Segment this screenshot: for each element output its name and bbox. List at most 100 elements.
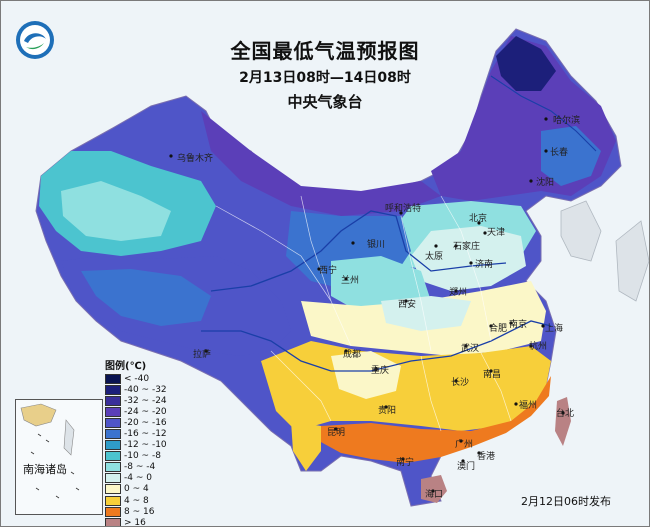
zone-taiwan <box>555 397 571 446</box>
city-label-hohhot: 呼和浩特 <box>385 204 422 214</box>
zone-south-orange <box>319 376 551 463</box>
legend-item: -20 ~ -16 <box>105 417 185 428</box>
legend-label: 8 ~ 16 <box>124 506 155 517</box>
legend-item: -12 ~ -10 <box>105 440 185 451</box>
legend-swatch <box>105 384 121 395</box>
legend-swatch <box>105 395 121 406</box>
city-label-nanning: 南宁 <box>396 458 415 468</box>
city-label-hongkong: 香港 <box>477 452 496 462</box>
legend: 图例(℃) < -40 -40 ~ -32 -32 ~ -24 -24 ~ -20 -2… <box>105 357 185 527</box>
japan-islands <box>615 220 649 302</box>
legend-swatch <box>105 440 121 451</box>
city-label-shenyang: 沈阳 <box>536 178 555 188</box>
issuing-agency: 中央气象台 <box>287 93 363 111</box>
yangtze-river <box>201 320 552 372</box>
legend-swatch <box>105 517 121 526</box>
zone-hainan <box>421 475 447 503</box>
legend-swatch <box>105 473 121 484</box>
legend-swatch <box>105 506 121 517</box>
inset-map <box>20 403 80 499</box>
legend-label: 4 ~ 8 <box>124 495 149 506</box>
legend-title: 图例(℃) <box>105 361 147 372</box>
legend-label: -10 ~ -8 <box>124 451 161 462</box>
city-label-changsha: 长沙 <box>451 378 470 388</box>
city-label-hangzhou: 杭州 <box>529 342 548 352</box>
city-label-taiyuan: 太原 <box>425 252 444 262</box>
yellow-river <box>210 210 507 292</box>
city-label-taipei: 台北 <box>556 409 575 419</box>
heilong-river <box>490 75 597 152</box>
city-dots <box>169 117 565 493</box>
legend-item: -10 ~ -8 <box>105 451 185 462</box>
legend-label: -20 ~ -16 <box>124 417 167 428</box>
city-label-lanzhou: 兰州 <box>341 276 360 286</box>
legend-label: -8 ~ -4 <box>124 462 156 473</box>
legend-swatch <box>105 417 121 428</box>
zone-yunnan <box>291 421 321 471</box>
city-label-zhengzhou: 郑州 <box>449 288 468 298</box>
city-label-yinchuan: 银川 <box>367 240 386 250</box>
legend-item: -16 ~ -12 <box>105 428 185 440</box>
city-label-nanchang: 南昌 <box>483 370 502 380</box>
zone-mongolia <box>201 111 441 216</box>
legend-label: > 16 <box>124 517 146 527</box>
city-label-harbin: 哈尔滨 <box>553 116 581 126</box>
legend-item: 8 ~ 16 <box>105 506 185 517</box>
legend-swatch <box>105 451 121 462</box>
korea-peninsula <box>560 200 602 262</box>
map-title: 全国最低气温预报图 <box>230 39 420 63</box>
legend-label: < -40 <box>124 373 150 384</box>
city-label-hefei: 合肥 <box>489 324 508 334</box>
legend-label: -4 ~ 0 <box>124 473 152 484</box>
city-label-shijiazhuang: 石家庄 <box>453 242 481 252</box>
zone-tibet-dark <box>81 269 211 326</box>
legend-swatch <box>105 373 121 384</box>
legend-item: 0 ~ 4 <box>105 484 185 495</box>
city-label-urumqi: 乌鲁木齐 <box>177 154 214 164</box>
city-label-changchun: 长春 <box>550 148 569 158</box>
zone-north-light <box>411 226 526 291</box>
city-label-wuhan: 武汉 <box>461 344 480 354</box>
city-label-jinan: 济南 <box>475 260 494 270</box>
legend-label: -32 ~ -24 <box>124 395 167 406</box>
legend-item: 4 ~ 8 <box>105 495 185 506</box>
legend-item: -40 ~ -32 <box>105 384 185 395</box>
legend-label: -16 ~ -12 <box>124 429 167 440</box>
province-borders <box>215 195 512 432</box>
legend-swatch <box>105 406 121 417</box>
issue-time: 2月12日06时发布 <box>521 495 611 508</box>
legend-label: -40 ~ -32 <box>124 384 167 395</box>
city-label-beijing: 北京 <box>469 214 488 224</box>
legend-item: -4 ~ 0 <box>105 473 185 484</box>
city-label-chengdu: 成都 <box>343 350 362 360</box>
city-label-guiyang: 贵阳 <box>378 406 397 416</box>
city-label-guangzhou: 广州 <box>455 440 474 450</box>
legend-swatch <box>105 429 121 440</box>
zone-xinjiang-light <box>61 181 171 241</box>
legend-label: -24 ~ -20 <box>124 406 167 417</box>
legend-rows: < -40 -40 ~ -32 -32 ~ -24 -24 ~ -20 -20 ~ -1… <box>105 373 185 527</box>
legend-swatch <box>105 462 121 473</box>
legend-item: < -40 <box>105 373 185 384</box>
city-label-macau: 澳门 <box>457 462 476 472</box>
cma-logo-icon <box>16 21 54 59</box>
city-label-xining: 西宁 <box>319 266 338 276</box>
city-label-lhasa: 拉萨 <box>193 350 212 360</box>
legend-item: -32 ~ -24 <box>105 395 185 406</box>
city-label-tianjin: 天津 <box>487 228 506 238</box>
south-china-sea-inset <box>15 399 103 515</box>
city-label-nanjing: 南京 <box>509 320 528 330</box>
city-label-fuzhou: 福州 <box>519 401 538 411</box>
city-label-haikou: 海口 <box>425 490 444 500</box>
zone-central-light <box>381 296 471 331</box>
legend-item: -8 ~ -4 <box>105 462 185 473</box>
legend-item: -24 ~ -20 <box>105 406 185 417</box>
legend-label: -12 ~ -10 <box>124 440 167 451</box>
city-label-shanghai: 上海 <box>545 324 564 334</box>
city-label-xian: 西安 <box>398 300 417 310</box>
zone-sichuan <box>331 351 401 399</box>
forecast-period: 2月13日08时—14日08时 <box>239 70 411 86</box>
legend-item: > 16 <box>105 517 185 527</box>
